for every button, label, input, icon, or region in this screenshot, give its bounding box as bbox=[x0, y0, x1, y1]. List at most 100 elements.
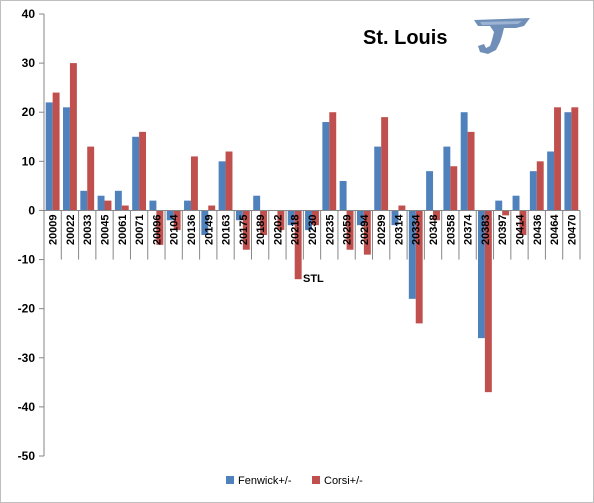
x-tick-label: 20383 bbox=[480, 214, 492, 245]
x-tick-label: 20045 bbox=[100, 214, 112, 245]
bar-fenwick-20470 bbox=[564, 112, 572, 211]
legend-label-fenwick: Fenwick+/- bbox=[238, 475, 292, 487]
x-tick-label: 20218 bbox=[290, 214, 302, 245]
legend-label-corsi: Corsi+/- bbox=[324, 475, 363, 487]
bar-fenwick-20230 bbox=[305, 210, 312, 231]
x-tick-label: 20009 bbox=[48, 214, 60, 245]
bar-fenwick-20436 bbox=[529, 171, 537, 211]
bar-fenwick-20358 bbox=[443, 146, 451, 211]
y-tick-label: -50 bbox=[18, 449, 36, 463]
bar-corsi-20436 bbox=[536, 161, 544, 211]
bar-fenwick-20383 bbox=[477, 210, 485, 339]
bar-fenwick-20334 bbox=[408, 210, 416, 299]
bar-corsi-20230 bbox=[312, 210, 319, 226]
x-tick-label: 20022 bbox=[65, 214, 77, 245]
bars bbox=[45, 63, 579, 393]
bar-fenwick-20314 bbox=[391, 210, 399, 226]
bar-fenwick-20149 bbox=[201, 210, 209, 235]
bar-corsi-20071 bbox=[139, 131, 147, 211]
bar-corsi-20235 bbox=[329, 112, 337, 211]
x-tick-label: 20033 bbox=[82, 214, 94, 245]
bar-corsi-20397 bbox=[502, 210, 510, 216]
x-tick-label: 20299 bbox=[376, 214, 388, 245]
bar-corsi-20033 bbox=[87, 146, 95, 211]
x-axis: 20009 20022 20033 20045 20061 20071 20096 20104… bbox=[43, 209, 581, 260]
bar-fenwick-20033 bbox=[80, 190, 88, 211]
bar-fenwick-20071 bbox=[132, 136, 140, 211]
x-tick-label: 20259 bbox=[342, 214, 354, 245]
x-tick-label: 20189 bbox=[255, 214, 267, 245]
bar-fenwick-20136 bbox=[184, 200, 191, 211]
x-tick-label: 20314 bbox=[393, 214, 405, 245]
bar-corsi-20218 bbox=[294, 210, 302, 280]
y-tick-label: -20 bbox=[18, 302, 36, 316]
bar-corsi-20414 bbox=[519, 210, 527, 235]
bar-fenwick-20294 bbox=[356, 210, 364, 226]
bar-corsi-20358 bbox=[450, 166, 458, 211]
bar-fenwick-20235 bbox=[322, 122, 330, 211]
bar-fenwick-20104 bbox=[166, 210, 174, 221]
x-tick-label: 20104 bbox=[169, 214, 181, 245]
bar-fenwick-20045 bbox=[97, 195, 105, 211]
bar-corsi-20061 bbox=[121, 205, 129, 211]
legend-swatch-corsi bbox=[312, 476, 320, 484]
bar-corsi-20383 bbox=[484, 210, 492, 393]
bar-corsi-20334 bbox=[415, 210, 423, 324]
bar-corsi-20470 bbox=[571, 107, 579, 211]
bar-corsi-20104 bbox=[173, 210, 181, 231]
bar-fenwick-20374 bbox=[460, 112, 468, 211]
x-tick-label: 20294 bbox=[359, 214, 371, 245]
bar-corsi-20163 bbox=[225, 151, 233, 211]
x-tick-label: 20348 bbox=[428, 214, 440, 245]
bar-corsi-20259 bbox=[346, 210, 354, 250]
stl-annotation: STL bbox=[303, 273, 324, 285]
bar-corsi-20202 bbox=[277, 210, 285, 231]
bar-corsi-20464 bbox=[554, 107, 561, 211]
y-tick-label: -30 bbox=[18, 351, 36, 365]
x-tick-label: 20374 bbox=[463, 214, 475, 245]
y-tick-label: -40 bbox=[18, 400, 36, 414]
y-tick-label: 30 bbox=[22, 56, 36, 70]
bar-fenwick-20061 bbox=[114, 190, 122, 211]
x-tick-label: 20334 bbox=[411, 214, 423, 245]
x-tick-label: 20464 bbox=[549, 214, 561, 245]
bar-corsi-20175 bbox=[242, 210, 250, 250]
bar-fenwick-20414 bbox=[512, 195, 520, 211]
x-tick-label: 20235 bbox=[324, 214, 336, 245]
bar-fenwick-20299 bbox=[374, 146, 382, 211]
bar-corsi-20096 bbox=[156, 210, 164, 245]
bar-corsi-20348 bbox=[433, 210, 440, 221]
y-tick-label: 10 bbox=[22, 154, 36, 168]
x-tick-label: 20061 bbox=[117, 214, 129, 245]
y-tick-label: -10 bbox=[18, 253, 36, 267]
y-tick-label: 20 bbox=[22, 105, 36, 119]
bar-corsi-20294 bbox=[363, 210, 371, 255]
bar-fenwick-20175 bbox=[235, 210, 243, 221]
x-tick-label: 20436 bbox=[532, 214, 544, 245]
blues-logo-icon bbox=[474, 18, 530, 54]
x-tick-label: 20414 bbox=[514, 214, 526, 245]
bar-fenwick-20096 bbox=[149, 200, 157, 211]
x-tick-label: 20230 bbox=[307, 214, 319, 245]
x-tick-label: 20397 bbox=[497, 214, 509, 245]
bar-corsi-20189 bbox=[260, 210, 268, 235]
bar-fenwick-20348 bbox=[426, 171, 434, 211]
y-axis: 40 30 20 10 0 -10 -20 -30 -40 -50 bbox=[18, 7, 45, 463]
bar-corsi-20374 bbox=[467, 131, 475, 211]
y-tick-label: 40 bbox=[22, 7, 36, 21]
x-tick-label: 20175 bbox=[238, 214, 250, 245]
bar-fenwick-20189 bbox=[253, 195, 261, 211]
x-tick-label: 20358 bbox=[445, 214, 457, 245]
bar-corsi-20299 bbox=[381, 117, 389, 211]
x-tick-label: 20136 bbox=[186, 214, 198, 245]
bar-fenwick-20022 bbox=[63, 107, 70, 211]
x-tick-label: 20149 bbox=[203, 214, 215, 245]
bar-corsi-20136 bbox=[190, 156, 198, 211]
chart-title: St. Louis bbox=[363, 27, 447, 49]
bar-corsi-20045 bbox=[104, 200, 112, 211]
bar-corsi-20022 bbox=[69, 63, 77, 211]
bar-corsi-20009 bbox=[52, 92, 60, 211]
y-tick-label: 0 bbox=[28, 203, 35, 217]
bar-fenwick-20218 bbox=[287, 210, 295, 226]
